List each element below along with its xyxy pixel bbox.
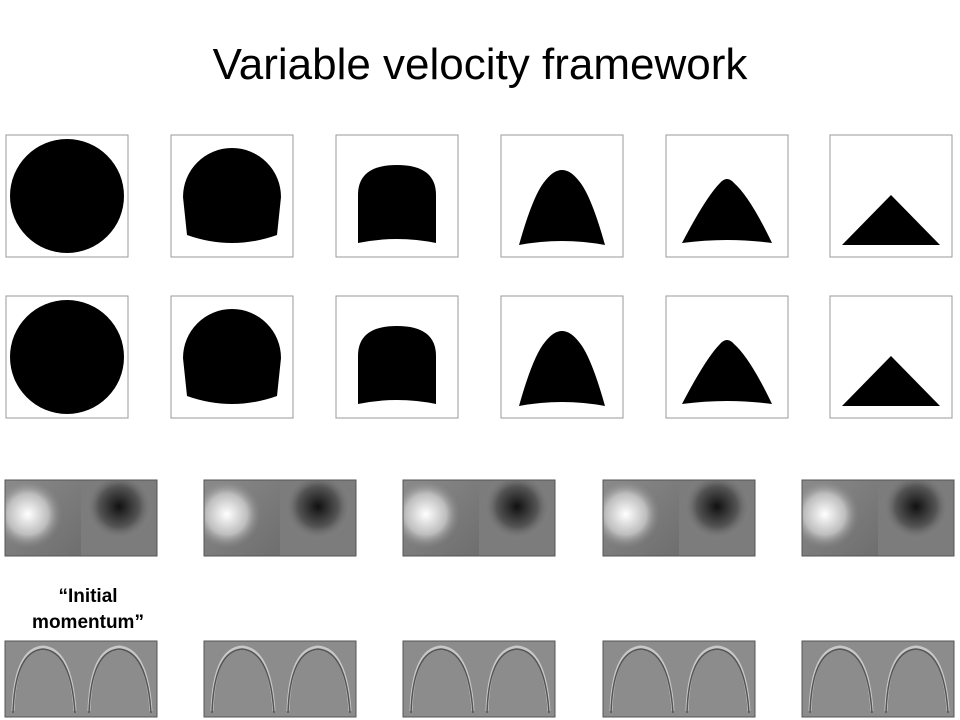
momentum-row — [3, 639, 956, 719]
momentum-label: “Initial momentum” — [32, 586, 144, 633]
slide-title: Variable velocity framework — [212, 40, 748, 89]
velocity-row — [4, 479, 955, 557]
shape-row-1 — [5, 134, 953, 258]
shape-row-2 — [5, 295, 953, 419]
